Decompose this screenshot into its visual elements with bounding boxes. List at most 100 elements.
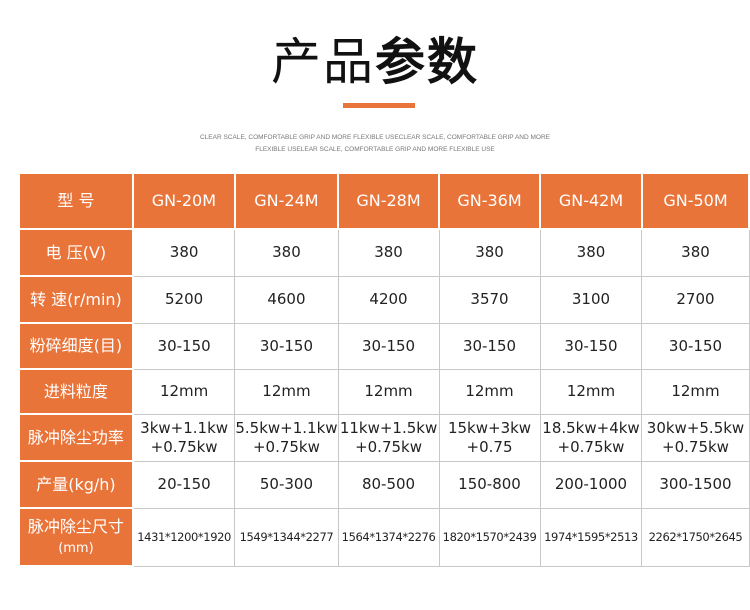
table-row: 进料粒度 12mm 12mm 12mm 12mm 12mm 12mm — [18, 368, 750, 415]
cell: 50-300 — [234, 460, 339, 509]
cell: 300-1500 — [641, 460, 750, 509]
cell-text: +0.75kw — [252, 437, 320, 456]
cell: 20-150 — [132, 460, 236, 509]
cell-text: 150-800 — [458, 475, 521, 494]
cell-text: 20-150 — [157, 475, 211, 494]
cell-text: 12mm — [465, 382, 514, 401]
cell-text: +0.75kw — [355, 437, 422, 456]
cell: 30-150 — [641, 322, 750, 370]
cell-text: 产量(kg/h) — [36, 474, 116, 494]
cell-text: 80-500 — [361, 475, 416, 494]
header-cell: GN-36M — [438, 172, 541, 230]
cell: 1564*1374*2276 — [337, 507, 440, 567]
cell-text: 1820*1570*2439 — [442, 529, 537, 544]
cell: 80-500 — [337, 460, 440, 509]
cell: 5.5kw+1.1kw +0.75kw — [234, 413, 339, 462]
cell-text: 12mm — [364, 382, 413, 401]
cell-text: 380 — [681, 243, 710, 262]
cell-text: 脉冲除尘功率 — [27, 427, 124, 447]
cell-text: 200-1000 — [554, 475, 628, 494]
cell: 12mm — [337, 368, 440, 415]
cell-text: +0.75 — [466, 437, 513, 456]
header-cell: GN-42M — [539, 172, 643, 230]
cell: 150-800 — [438, 460, 541, 509]
row-label: 粉碎细度(目) — [18, 322, 134, 370]
row-label: 脉冲除尘尺寸 (mm) — [18, 507, 134, 567]
header-cell: GN-28M — [337, 172, 441, 230]
cell-text: 转 速(r/min) — [30, 289, 122, 309]
cell: 4600 — [234, 275, 339, 324]
cell-text: 电 压(V) — [45, 242, 107, 262]
cell-text: 12mm — [566, 382, 616, 401]
subtitle-line: FLEXIBLE USELEAR SCALE, COMFORTABLE GRIP… — [255, 146, 495, 153]
cell: 1431*1200*1920 — [132, 507, 236, 567]
cell: 380 — [337, 228, 440, 277]
header-cell: GN-50M — [640, 172, 750, 230]
cell-text: 30-150 — [361, 336, 416, 355]
cell: 12mm — [132, 368, 236, 415]
table-row: 产量(kg/h) 20-150 50-300 80-500 150-800 200-100… — [18, 460, 750, 509]
cell-text: 30-150 — [462, 336, 517, 355]
cell-text: 2700 — [676, 290, 715, 309]
cell-text: 1431*1200*1920 — [137, 529, 231, 544]
cell-text: 1549*1344*2277 — [239, 529, 334, 544]
cell-text: 1974*1595*2513 — [544, 529, 638, 544]
cell-text: 30kw+5.5kw — [646, 418, 745, 437]
cell-text: 12mm — [159, 382, 209, 401]
cell-text: 粉碎细度(目) — [29, 336, 123, 355]
cell: 11kw+1.5kw +0.75kw — [337, 413, 440, 462]
cell-text: 进料粒度 — [43, 381, 108, 401]
cell: 1549*1344*2277 — [234, 507, 339, 567]
cell: 2700 — [641, 275, 750, 324]
cell: 380 — [641, 228, 750, 277]
cell-text: 30-150 — [157, 336, 211, 355]
cell-text: 3100 — [571, 290, 611, 309]
cell-text: 11kw+1.5kw — [339, 418, 438, 437]
cell-text: 脉冲除尘尺寸 — [27, 516, 124, 536]
row-label: 转 速(r/min) — [18, 275, 134, 324]
spec-table: 型 号 GN-20M GN-24M GN-28M GN-36M GN-42M GN-50M 电… — [18, 172, 750, 567]
cell: 30-150 — [539, 322, 643, 370]
table-row: 粉碎细度(目) 30-150 30-150 30-150 30-150 30-150 30-… — [18, 322, 750, 370]
title-regular: 产品 — [271, 33, 375, 91]
cell: 12mm — [438, 368, 541, 415]
cell-text: 15kw+3kw — [447, 418, 532, 437]
cell: 5200 — [132, 275, 236, 324]
cell: 380 — [438, 228, 541, 277]
cell-text: 1564*1374*2276 — [341, 529, 436, 544]
cell: 380 — [132, 228, 236, 277]
cell-text: 5200 — [165, 290, 204, 309]
cell: 4200 — [337, 275, 440, 324]
cell-text: +0.75kw — [150, 437, 218, 456]
table-row: 转 速(r/min) 5200 4600 4200 3570 3100 2700 — [18, 275, 750, 324]
cell-text: +0.75kw — [662, 437, 729, 456]
header-cell: GN-20M — [131, 172, 236, 230]
cell: 380 — [234, 228, 339, 277]
cell-text: 380 — [272, 243, 301, 262]
cell: 380 — [539, 228, 643, 277]
table-row: 脉冲除尘尺寸 (mm) 1431*1200*1920 1549*1344*2277 15… — [18, 507, 750, 567]
cell: 30-150 — [438, 322, 541, 370]
cell-text: 2262*1750*2645 — [648, 529, 743, 544]
cell-text: 50-300 — [259, 475, 313, 494]
cell-text: 12mm — [262, 382, 311, 401]
cell: 15kw+3kw +0.75 — [438, 413, 541, 462]
row-label: 脉冲除尘功率 — [18, 413, 134, 462]
cell: 30kw+5.5kw +0.75kw — [641, 413, 750, 462]
table-row: 脉冲除尘功率 3kw+1.1kw +0.75kw 5.5kw+1.1kw +0.75kw… — [18, 413, 750, 462]
subtitle-line: CLEAR SCALE, COMFORTABLE GRIP AND MORE F… — [199, 134, 550, 141]
row-label: 进料粒度 — [18, 368, 134, 415]
cell: 18.5kw+4kw +0.75kw — [539, 413, 643, 462]
header-row: 型 号 GN-20M GN-24M GN-28M GN-36M GN-42M GN-50M — [18, 172, 750, 230]
cell: 3100 — [539, 275, 643, 324]
cell: 3kw+1.1kw +0.75kw — [132, 413, 236, 462]
cell-text: +0.75kw — [557, 437, 625, 456]
cell-text: 4600 — [267, 290, 306, 309]
cell-text: 5.5kw+1.1kw — [235, 418, 338, 437]
cell: 1820*1570*2439 — [438, 507, 541, 567]
cell-text: 3570 — [470, 290, 509, 309]
cell: 12mm — [641, 368, 750, 415]
cell-text: 380 — [576, 243, 606, 262]
cell-text: 30-150 — [564, 336, 618, 355]
